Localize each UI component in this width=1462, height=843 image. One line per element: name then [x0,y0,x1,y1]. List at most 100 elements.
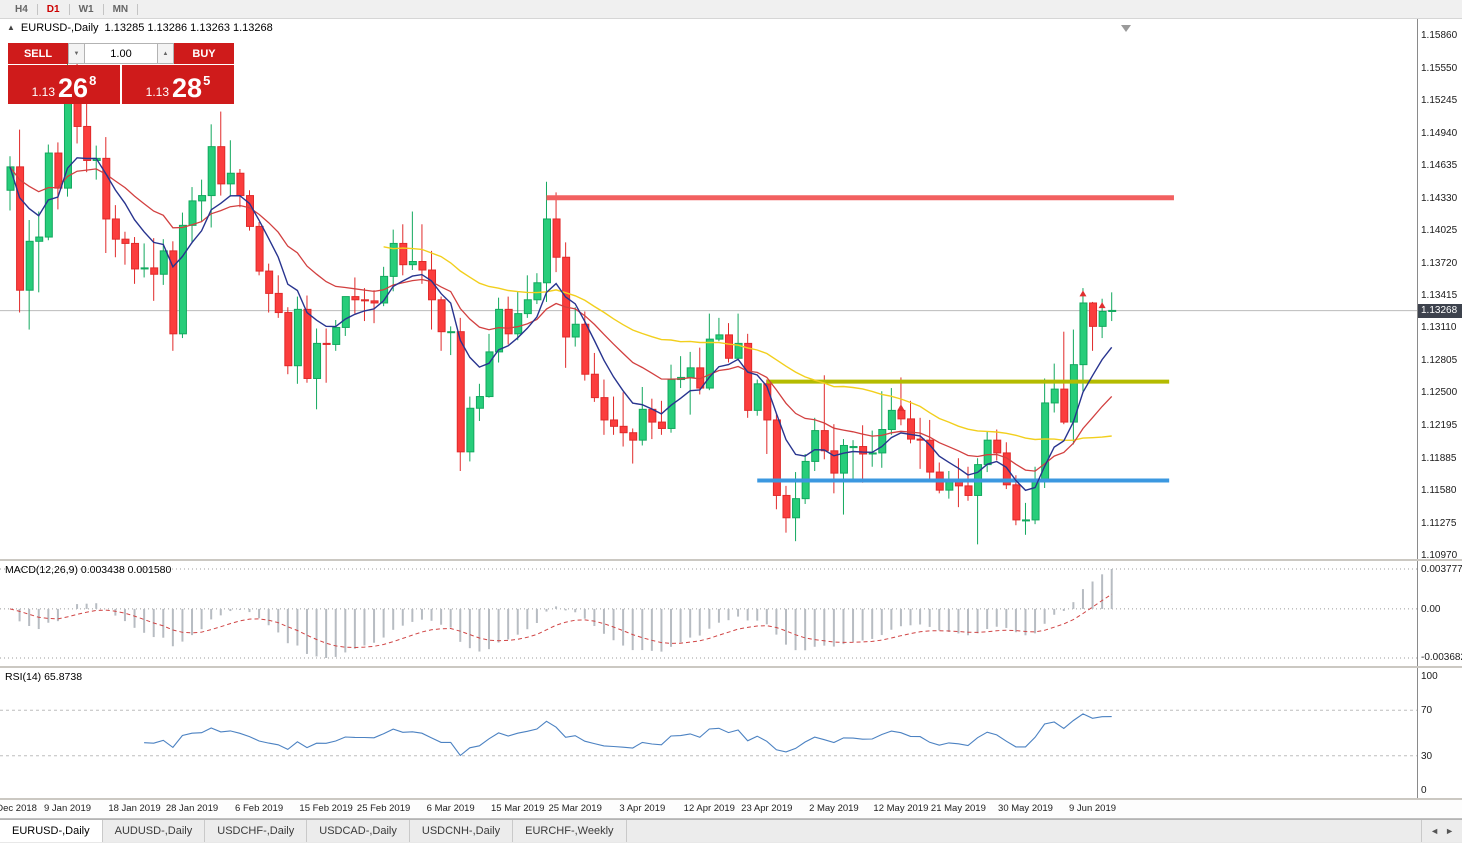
price-scale[interactable]: 1.15860 1.15550 1.15245 1.14940 1.14635 1.143… [1417,19,1462,561]
candle-body [389,242,398,277]
toolbar-separator [36,3,38,15]
buy-price-prefix: 1.13 [145,84,170,99]
macd-histogram [18,569,1113,658]
moving-average-line-18 [9,166,1113,472]
chart-shift-marker[interactable] [1121,25,1131,32]
price-scale-label: 1.15860 [1421,30,1458,41]
buy-price-pips: 28 [172,72,203,103]
date-axis-label: 23 Apr 2019 [741,803,793,814]
candle-body [428,269,437,301]
volume-decrease-button[interactable]: ▼ [68,43,85,64]
timeframe-button-d1[interactable]: D1 [46,3,60,15]
sell-price-fraction: 8 [89,73,97,88]
candle-body [437,299,446,333]
chart-tab-usdchf-daily[interactable]: USDCHF-,Daily [205,820,308,842]
chart-tab-eurusd-daily[interactable]: EURUSD-,Daily [0,820,103,842]
chart-tab-usdcad-daily[interactable]: USDCAD-,Daily [307,820,410,842]
price-scale-label: 1.15245 [1421,95,1458,107]
buy-price-fraction: 5 [203,73,211,88]
chart-tab-audusd-daily[interactable]: AUDUSD-,Daily [103,820,206,842]
candle-body [54,152,63,189]
date-axis-label: 6 Mar 2019 [426,803,475,814]
price-scale-label: 1.11885 [1421,452,1457,464]
candle-body [178,224,187,335]
trade-arrow-marker [1079,290,1087,297]
candle-body [907,418,916,440]
candle-body [581,323,590,375]
macd-scale: 0.003777 0.00 -0.003682 [1417,561,1462,666]
candle-body [638,408,647,441]
candle-body [150,267,159,275]
candle-body [590,373,599,399]
timeframe-button-h4[interactable]: H4 [15,3,28,15]
date-axis[interactable]: 31 Dec 2018 9 Jan 2019 18 Jan 2019 28 Jan 2… [0,800,1462,819]
macd-label: MACD(12,26,9) 0.003438 0.001580 [5,564,172,576]
candle-body [188,200,197,226]
rsi-scale-label: 70 [1421,705,1433,717]
rsi-chart-canvas[interactable]: RSI(14) 65.8738 [0,668,1417,798]
tabs-scroll-left-button[interactable]: ◄ [1430,826,1440,836]
price-scale-label: 1.12500 [1421,387,1458,399]
candle-body [1021,519,1030,522]
candle-body [792,498,801,519]
sell-price-prefix: 1.13 [31,84,56,99]
candle-body [456,331,465,453]
volume-input[interactable]: 1.00 [85,43,157,64]
candle-body [514,313,523,335]
candle-body [495,308,504,353]
date-axis-label: 3 Apr 2019 [619,803,666,814]
price-scale-label: 1.11275 [1421,517,1457,529]
candle-body [725,334,733,359]
moving-average-line-40 [383,246,1112,442]
chart-tab-usdcnh-daily[interactable]: USDCNH-,Daily [410,820,514,842]
candle-body [111,218,120,240]
candle-body [399,242,408,266]
chart-tab-eurchf-weekly[interactable]: EURCHF-,Weekly [513,820,627,842]
sell-price-box[interactable]: 1.13 26 8 [8,65,120,104]
date-axis-label: 31 Dec 2018 [0,803,37,814]
price-scale-label: 1.11580 [1421,485,1457,497]
macd-chart-canvas[interactable]: MACD(12,26,9) 0.003438 0.001580 [0,561,1417,666]
volume-increase-button[interactable]: ▲ [157,43,174,64]
candle-body [207,146,216,197]
price-chart-canvas[interactable]: ▲ EURUSD-,Daily 1.13285 1.13286 1.13263 … [0,19,1417,559]
buy-price-box[interactable]: 1.13 28 5 [122,65,234,104]
candle-body [523,299,532,315]
rsi-scale-label: 100 [1421,671,1438,682]
date-axis-label: 12 May 2019 [873,803,929,814]
candle-body [964,485,973,496]
candle-body [1060,388,1069,423]
candle-body [332,326,341,345]
sell-button[interactable]: SELL [8,43,68,64]
timeframe-button-w1[interactable]: W1 [78,3,94,15]
candle-body [351,296,360,301]
candle-body [293,308,302,367]
candle-body [370,300,379,304]
candle-body [217,146,226,185]
price-scale-label: 1.10970 [1421,550,1458,561]
candle-body [1079,302,1088,366]
candle-body [360,299,369,302]
candle-body [466,407,475,453]
candle-body [341,296,350,328]
date-axis-label: 21 May 2019 [930,803,986,814]
tabs-scroll-right-button[interactable]: ► [1445,826,1454,836]
price-scale-label: 1.13720 [1421,257,1458,269]
price-scale-label: 1.13110 [1421,322,1457,334]
candle-body [1050,388,1059,404]
candle-body [926,439,935,473]
macd-panel: MACD(12,26,9) 0.003438 0.001580 0.003777… [0,561,1462,668]
candle-body [246,195,254,227]
rsi-line [144,713,1112,757]
buy-button[interactable]: BUY [174,43,234,64]
rsi-scale-label: 0 [1421,785,1427,796]
candle-body [159,250,168,275]
price-panel: ▲ EURUSD-,Daily 1.13285 1.13286 1.13263 … [0,19,1462,561]
toolbar-separator [68,3,70,15]
candle-body [657,421,666,429]
candle-body [600,397,609,421]
candle-body [25,240,34,291]
sell-price-pips: 26 [58,72,89,103]
candle-body [504,308,513,335]
timeframe-button-mn[interactable]: MN [112,3,129,15]
